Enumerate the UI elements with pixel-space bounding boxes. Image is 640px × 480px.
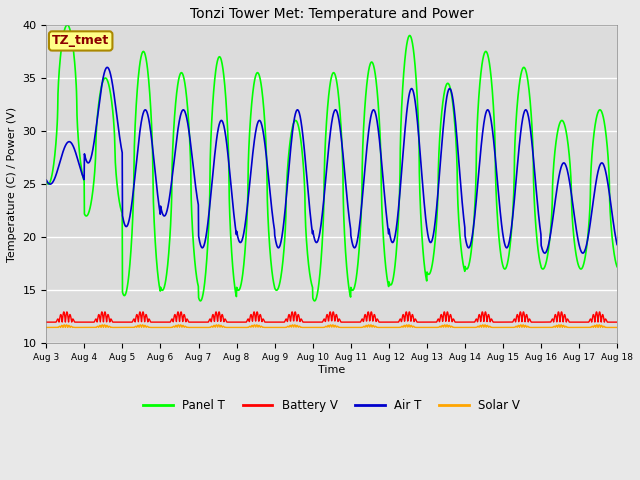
- X-axis label: Time: Time: [318, 365, 346, 375]
- Air T: [202, 235, 209, 241]
- Air T: [361, 167, 369, 172]
- Battery V: [136, 309, 144, 315]
- Air T: [579, 250, 586, 256]
- Air T: [579, 250, 587, 256]
- Panel T: [196, 298, 204, 304]
- Battery V: [579, 319, 586, 325]
- Panel T: [42, 179, 50, 185]
- Panel T: [362, 100, 369, 106]
- Panel T: [349, 288, 356, 293]
- Panel T: [579, 264, 587, 269]
- Solar V: [563, 324, 571, 330]
- Battery V: [613, 319, 621, 325]
- Solar V: [202, 324, 209, 330]
- Air T: [42, 177, 50, 183]
- Solar V: [579, 324, 586, 330]
- Battery V: [563, 317, 571, 323]
- Panel T: [613, 264, 621, 270]
- Line: Solar V: Solar V: [46, 325, 617, 327]
- Battery V: [498, 319, 506, 325]
- Air T: [498, 223, 506, 229]
- Air T: [613, 241, 621, 247]
- Panel T: [563, 134, 571, 140]
- Solar V: [42, 324, 50, 330]
- Air T: [349, 241, 356, 247]
- Battery V: [42, 319, 50, 325]
- Text: TZ_tmet: TZ_tmet: [52, 35, 109, 48]
- Panel T: [498, 259, 506, 265]
- Legend: Panel T, Battery V, Air T, Solar V: Panel T, Battery V, Air T, Solar V: [138, 395, 525, 417]
- Solar V: [613, 324, 621, 330]
- Solar V: [361, 324, 369, 330]
- Title: Tonzi Tower Met: Temperature and Power: Tonzi Tower Met: Temperature and Power: [190, 7, 474, 21]
- Solar V: [498, 324, 506, 330]
- Line: Battery V: Battery V: [46, 312, 617, 322]
- Solar V: [349, 324, 356, 330]
- Line: Panel T: Panel T: [46, 25, 617, 301]
- Battery V: [349, 319, 356, 325]
- Battery V: [202, 319, 209, 325]
- Panel T: [202, 266, 210, 272]
- Line: Air T: Air T: [46, 67, 617, 253]
- Battery V: [361, 312, 369, 318]
- Air T: [563, 166, 571, 171]
- Solar V: [291, 322, 299, 328]
- Air T: [103, 64, 111, 70]
- Y-axis label: Temperature (C) / Power (V): Temperature (C) / Power (V): [7, 107, 17, 262]
- Panel T: [63, 22, 71, 28]
